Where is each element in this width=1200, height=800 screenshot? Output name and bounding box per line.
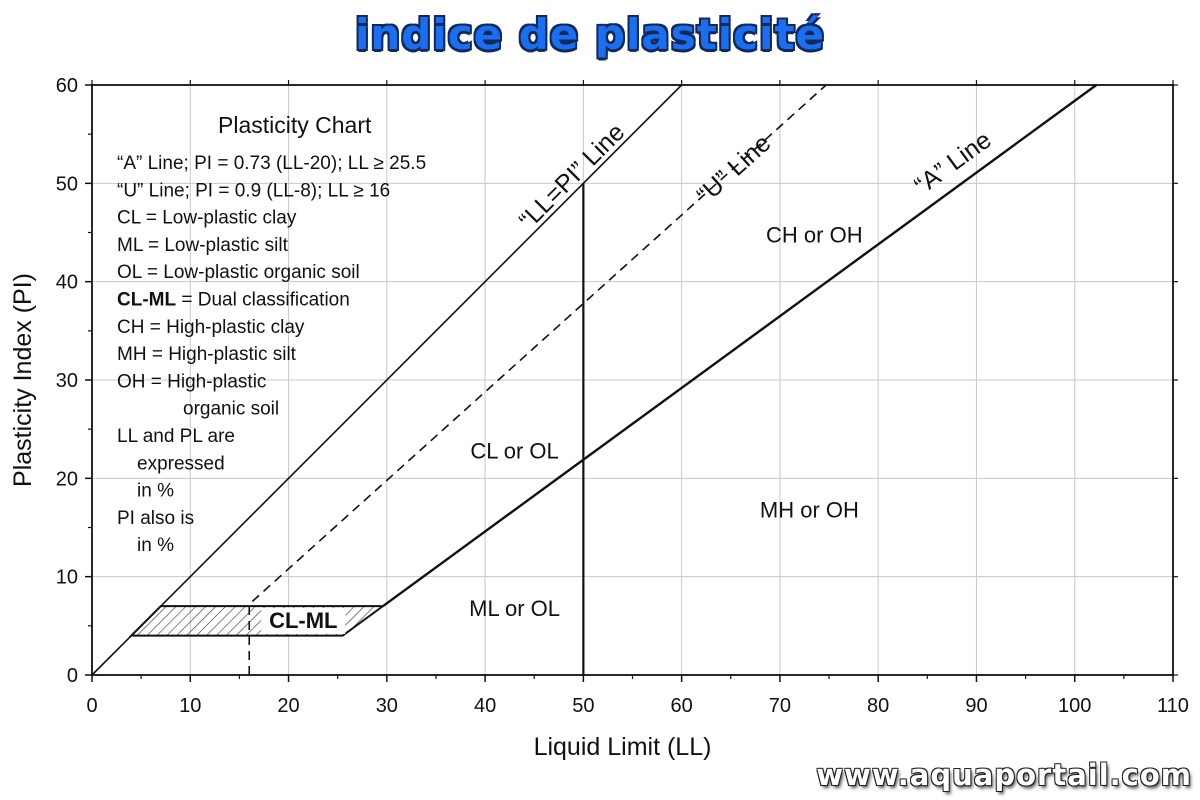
y-tick-label: 20: [56, 468, 78, 490]
legend-item: CL-ML = Dual classification: [117, 290, 350, 311]
watermark: www.aquaportail.com: [816, 758, 1192, 792]
legend-title: Plasticity Chart: [218, 112, 372, 138]
region-labels: CH or OH CL or OL MH or OH ML or OL CL-ML: [261, 222, 863, 634]
y-tick-label: 40: [56, 272, 78, 294]
legend-item: “U” Line; PI = 0.9 (LL-8); LL ≥ 16: [117, 180, 390, 201]
x-tick-label: 0: [86, 695, 97, 717]
y-tick-label: 60: [56, 75, 78, 97]
y-tick-label: 50: [56, 173, 78, 195]
axis-labels: Liquid Limit (LL) Plasticity Index (PI): [9, 273, 711, 761]
x-tick-label: 30: [376, 695, 398, 717]
x-tick-label: 20: [277, 695, 299, 717]
region-label: CH or OH: [766, 222, 863, 247]
region-label: ML or OL: [469, 596, 560, 621]
legend-item: OH = High-plastic: [117, 371, 266, 392]
y-axis-label: Plasticity Index (PI): [9, 273, 37, 487]
line-labels: “LL=PI” Line “U” Line “A” Line: [514, 118, 997, 235]
cl-ml-zone-label: CL-ML: [269, 608, 337, 633]
series-lines: [91, 84, 1098, 676]
y-tick-label: 10: [56, 567, 78, 589]
legend-item: CH = High-plastic clay: [117, 317, 305, 338]
y-tick-label: 30: [56, 370, 78, 392]
legend-item: ML = Low-plastic silt: [117, 235, 289, 256]
y-tick-label: 0: [67, 665, 78, 687]
region-label: MH or OH: [760, 498, 859, 523]
line-label: “U” Line: [691, 129, 776, 209]
legend-item: “A” Line; PI = 0.73 (LL-20); LL ≥ 25.5: [117, 153, 426, 174]
cl-ml-label-bg: [261, 607, 346, 634]
x-tick-label: 100: [1058, 695, 1091, 717]
legend-item: MH = High-plastic silt: [117, 344, 297, 365]
region-label: CL or OL: [470, 439, 558, 464]
u-line: [248, 84, 827, 675]
legend-item: PI also is: [117, 508, 194, 529]
grid: [92, 85, 1173, 675]
x-tick-label: 90: [965, 695, 987, 717]
x-axis-label: Liquid Limit (LL): [534, 733, 712, 761]
x-tick-label: 10: [179, 695, 201, 717]
line-label: “LL=PI” Line: [514, 118, 631, 235]
x-tick-label: 60: [671, 695, 693, 717]
legend-item: in %: [137, 481, 174, 502]
legend-item: expressed: [137, 453, 225, 474]
legend-item: organic soil: [183, 399, 279, 420]
legend: Plasticity Chart “A” Line; PI = 0.73 (LL-…: [117, 112, 426, 556]
x-tick-label: 80: [867, 695, 889, 717]
tick-labels: 0 10 20 30 40 50 60 70 80 90 100 110 0 10 20 30 40 50 60: [56, 75, 1189, 717]
legend-item: OL = Low-plastic organic soil: [117, 262, 360, 283]
x-tick-label: 110: [1157, 695, 1189, 717]
legend-item: in %: [137, 535, 174, 556]
a-line: [382, 84, 1098, 608]
x-tick-label: 50: [572, 695, 594, 717]
plot-frame: [85, 80, 1178, 682]
page-title: indice de plasticité: [354, 10, 826, 59]
legend-item: LL and PL are: [117, 426, 235, 447]
legend-item: CL = Low-plastic clay: [117, 208, 297, 229]
x-tick-label: 40: [474, 695, 496, 717]
x-tick-label: 70: [769, 695, 791, 717]
